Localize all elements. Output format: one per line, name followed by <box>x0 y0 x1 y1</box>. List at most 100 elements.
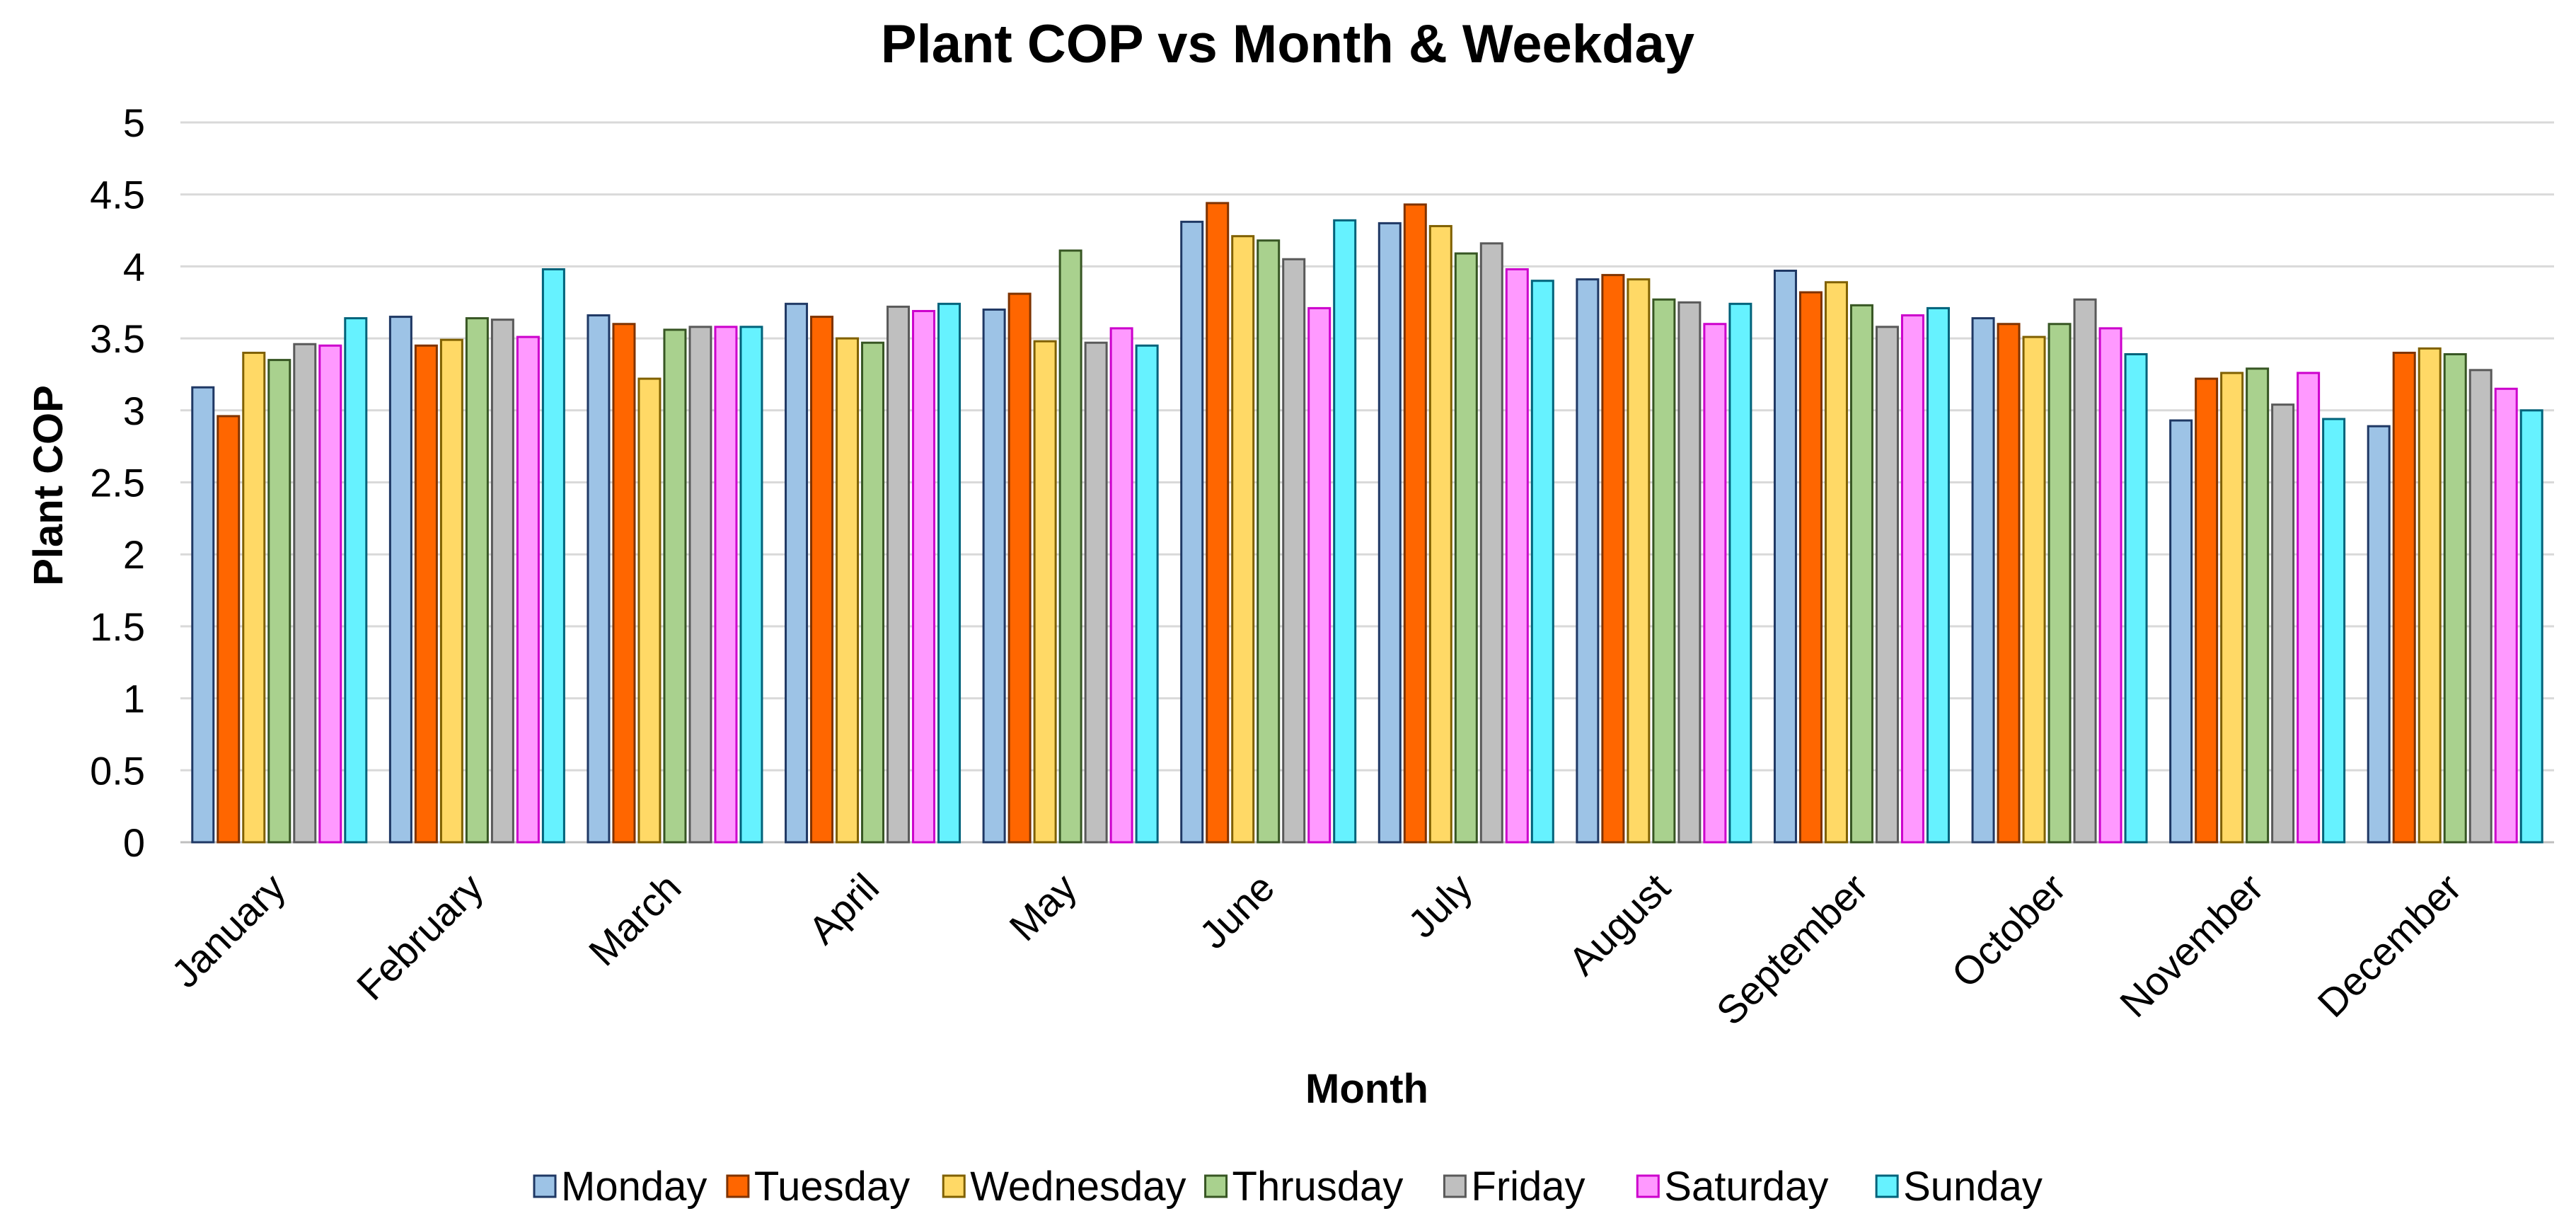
y-tick-label: 4.5 <box>90 173 145 217</box>
legend-item-thrusday: Thrusday <box>1204 1164 1404 1210</box>
legend-item-friday: Friday <box>1443 1164 1586 1210</box>
bar-tuesday-november <box>2195 377 2219 844</box>
legend-item-saturday: Saturday <box>1636 1164 1828 1210</box>
bar-thrusday-july <box>1454 252 1478 844</box>
bar-monday-august <box>1576 278 1600 844</box>
bar-sunday-september <box>1926 306 1950 844</box>
y-tick-label: 5 <box>123 101 145 145</box>
bar-saturday-july <box>1505 268 1529 844</box>
bar-friday-august <box>1677 301 1702 844</box>
bar-monday-september <box>1773 270 1797 844</box>
bar-thrusday-may <box>1058 249 1082 844</box>
bar-tuesday-may <box>1007 292 1032 844</box>
bar-monday-may <box>982 308 1006 844</box>
bar-sunday-june <box>1333 219 1357 844</box>
bar-wednesday-june <box>1231 235 1255 844</box>
y-tick-label: 1 <box>123 677 145 721</box>
bars <box>191 202 2543 844</box>
bar-monday-april <box>785 302 809 844</box>
bar-wednesday-february <box>439 338 463 844</box>
bar-saturday-december <box>2494 387 2518 844</box>
y-tick-label: 2.5 <box>90 461 145 505</box>
bar-sunday-may <box>1135 344 1159 844</box>
bar-tuesday-april <box>810 316 834 844</box>
bar-sunday-july <box>1530 280 1554 844</box>
legend-label: Thrusday <box>1232 1164 1404 1210</box>
bar-saturday-april <box>912 309 936 844</box>
bar-friday-october <box>2073 298 2097 844</box>
bar-thrusday-february <box>465 317 489 844</box>
y-axis-label: Plant COP <box>25 385 71 586</box>
legend-swatch <box>1875 1174 1899 1198</box>
legend: Monday Tuesday Wednesday Thrusday Friday Satu… <box>533 1164 2043 1210</box>
x-tick-label: November <box>2111 865 2272 1026</box>
bar-saturday-september <box>1900 314 1924 844</box>
legend-item-tuesday: Tuesday <box>726 1164 910 1210</box>
bar-tuesday-september <box>1798 291 1823 844</box>
bar-thrusday-october <box>2047 323 2072 844</box>
bar-wednesday-march <box>637 377 662 844</box>
bar-sunday-january <box>344 317 368 844</box>
legend-label: Friday <box>1471 1164 1585 1210</box>
legend-item-monday: Monday <box>533 1164 707 1210</box>
legend-label: Monday <box>561 1164 707 1210</box>
bar-tuesday-january <box>216 415 241 844</box>
bar-tuesday-december <box>2392 351 2416 844</box>
legend-item-sunday: Sunday <box>1875 1164 2043 1210</box>
bar-friday-november <box>2271 403 2295 844</box>
bar-friday-march <box>688 326 712 844</box>
bar-saturday-june <box>1307 306 1332 844</box>
bar-wednesday-december <box>2418 347 2442 844</box>
x-tick-label: January <box>163 865 294 996</box>
bar-thrusday-april <box>861 341 885 844</box>
legend-swatch <box>1636 1174 1660 1198</box>
bar-tuesday-july <box>1403 203 1427 844</box>
bar-saturday-august <box>1703 323 1727 844</box>
bar-monday-june <box>1180 220 1204 844</box>
bar-thrusday-march <box>663 328 687 844</box>
bar-sunday-february <box>541 268 565 844</box>
bar-wednesday-january <box>242 351 266 844</box>
bar-friday-june <box>1282 258 1306 844</box>
legend-swatch <box>1204 1174 1228 1198</box>
x-tick-label: May <box>1000 865 1085 949</box>
legend-label: Wednesday <box>970 1164 1186 1210</box>
x-tick-label: March <box>580 865 690 975</box>
bar-friday-january <box>293 343 317 844</box>
bar-monday-january <box>191 386 215 844</box>
bar-wednesday-may <box>1033 340 1057 844</box>
y-tick-label: 2 <box>123 532 145 577</box>
bar-saturday-november <box>2297 372 2321 844</box>
chart-title: Plant COP vs Month & Weekday <box>881 14 1694 74</box>
bar-sunday-april <box>937 302 961 844</box>
y-tick-label: 0.5 <box>90 748 145 793</box>
y-tick-label: 3 <box>123 389 145 433</box>
bar-tuesday-august <box>1601 274 1625 844</box>
bar-monday-july <box>1377 222 1402 844</box>
bar-tuesday-june <box>1206 202 1230 844</box>
y-tick-label: 0 <box>123 820 145 865</box>
bar-thrusday-september <box>1849 304 1873 844</box>
bar-tuesday-march <box>612 323 636 844</box>
bar-friday-february <box>490 319 514 844</box>
bar-monday-march <box>587 314 611 844</box>
bar-sunday-october <box>2124 352 2148 844</box>
x-tick-label: July <box>1399 865 1481 946</box>
bar-sunday-august <box>1728 302 1752 844</box>
bar-friday-may <box>1084 341 1108 844</box>
bar-thrusday-january <box>267 359 291 844</box>
legend-swatch <box>1443 1174 1467 1198</box>
bar-monday-october <box>1971 317 1995 844</box>
bar-thrusday-june <box>1257 239 1281 844</box>
bar-friday-september <box>1875 326 1899 844</box>
x-tick-labels: January February March April May June July Augu… <box>163 865 2470 1034</box>
x-tick-label: October <box>1943 865 2074 996</box>
bar-sunday-march <box>739 326 763 844</box>
bar-thrusday-december <box>2443 352 2467 844</box>
y-tick-labels: 0 0.5 1 1.5 2 2.5 3 3.5 4 4.5 5 <box>90 101 145 865</box>
bar-saturday-january <box>318 344 342 844</box>
x-tick-label: August <box>1560 865 1679 984</box>
y-tick-label: 3.5 <box>90 316 145 361</box>
bar-monday-november <box>2169 419 2193 844</box>
